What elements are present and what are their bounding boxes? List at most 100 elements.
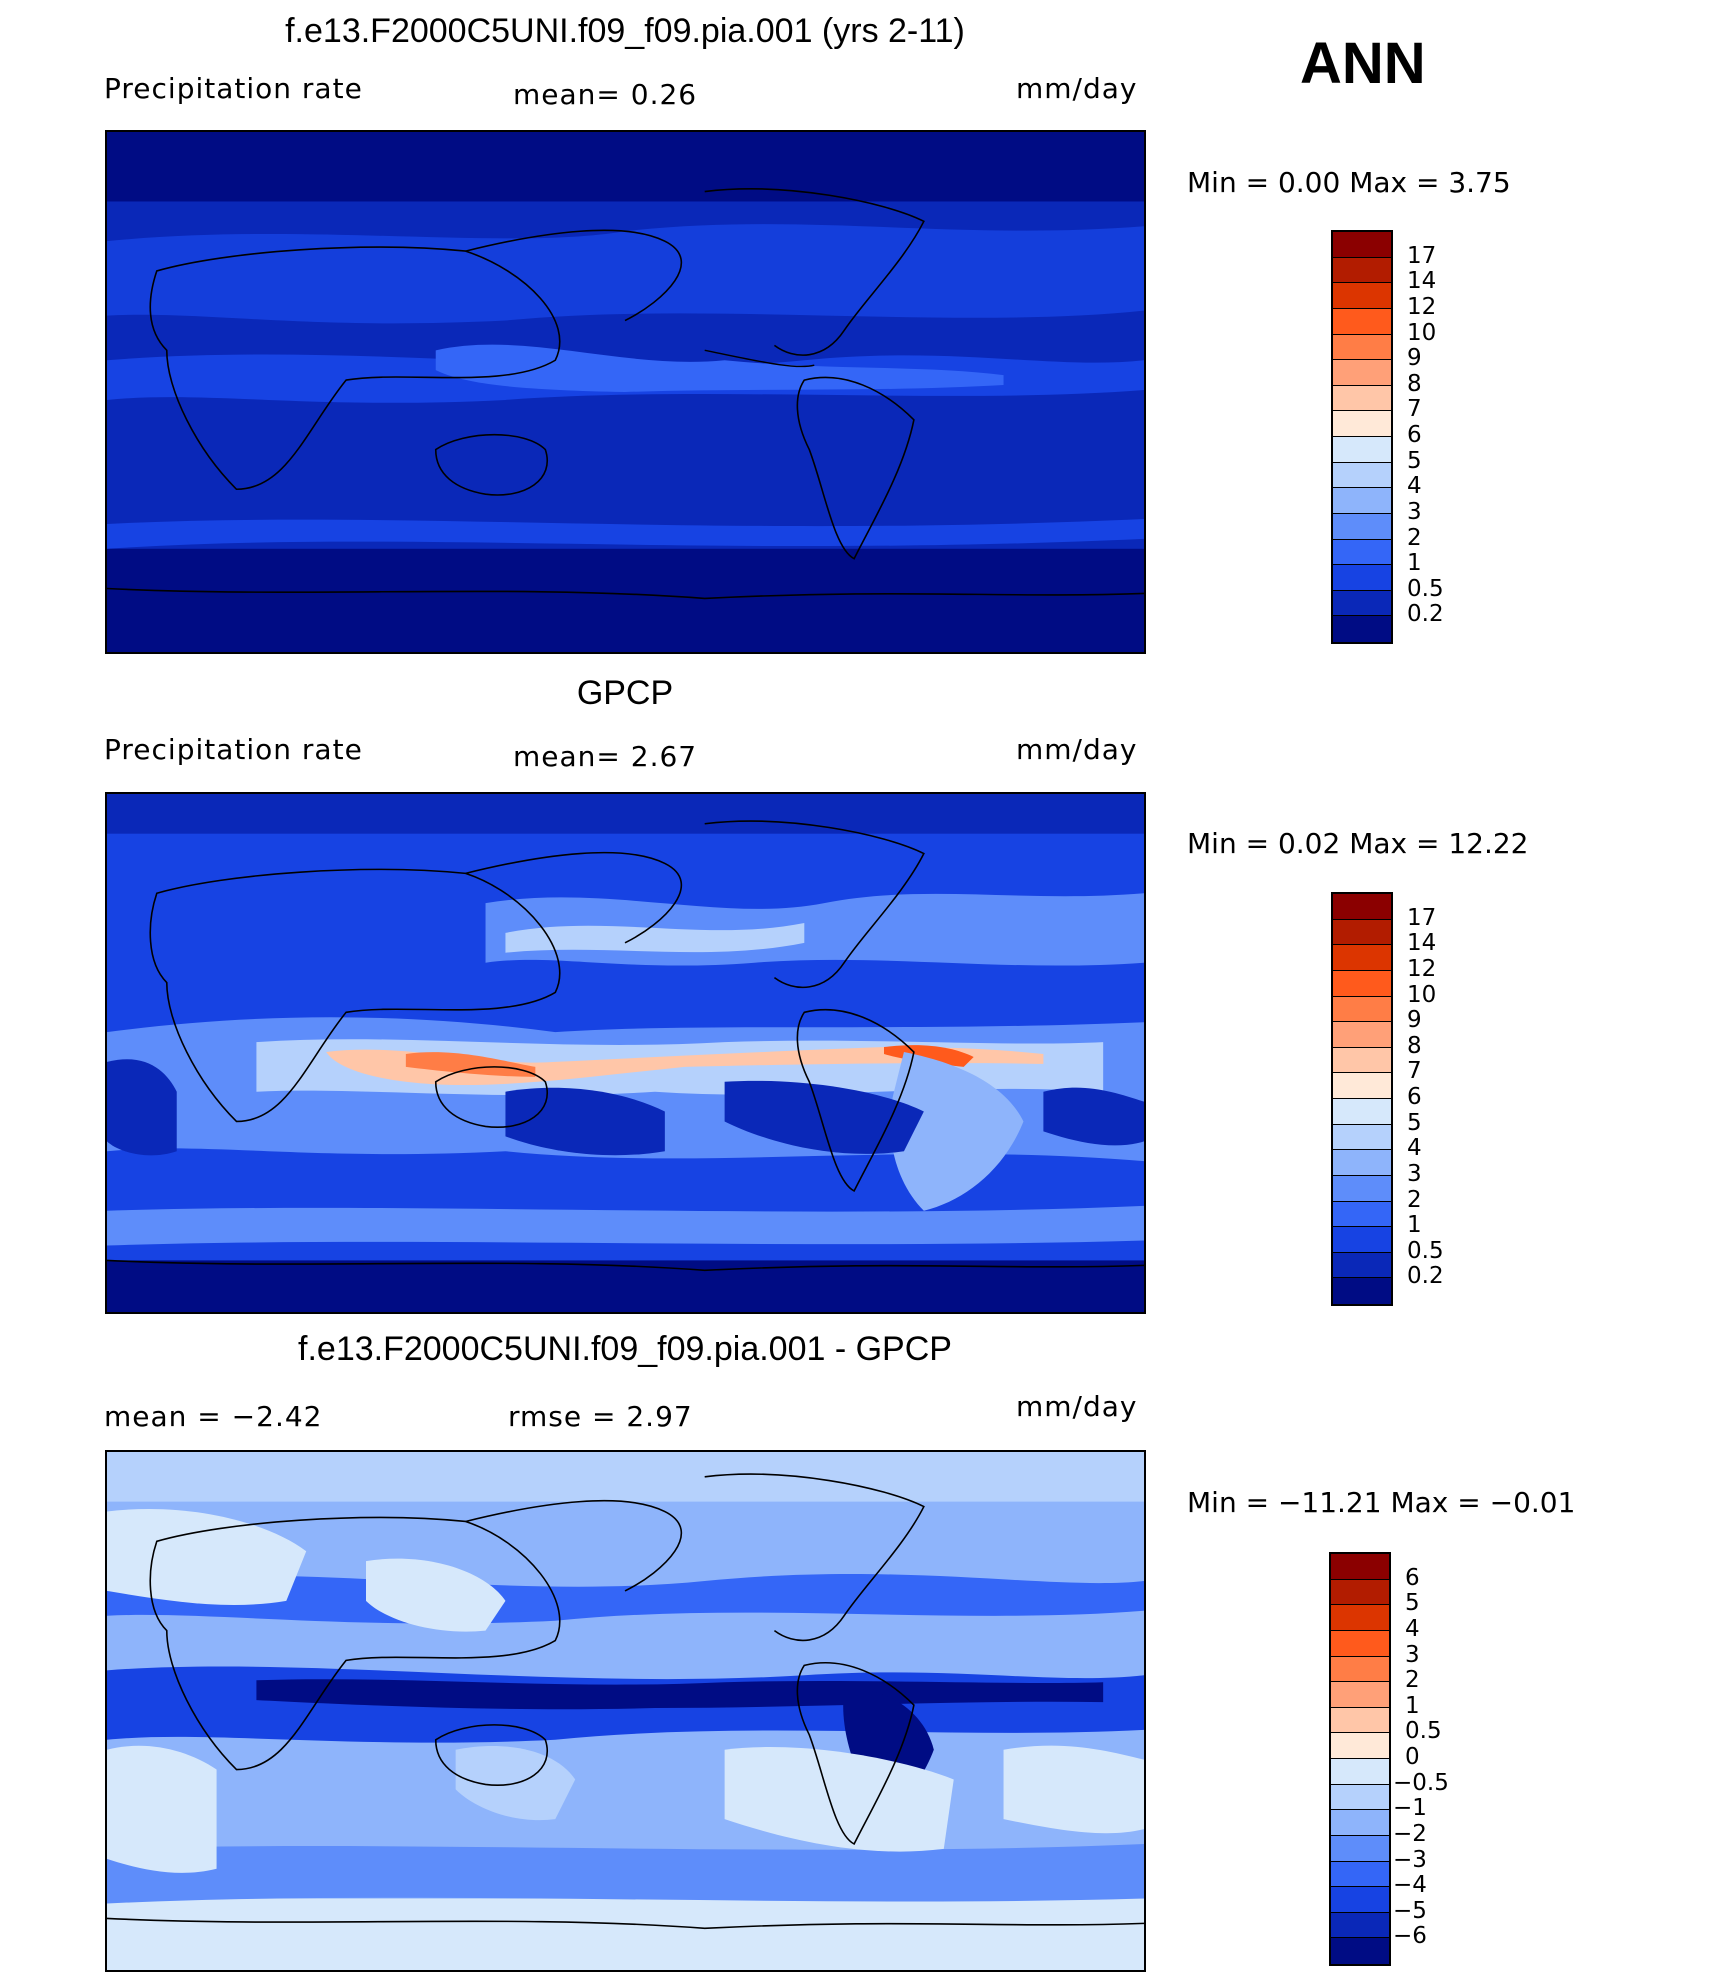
- colorbar-swatch: [1333, 590, 1391, 617]
- panel-3-colorbar: [1329, 1552, 1391, 1966]
- panel-3-minmax: Min = −11.21 Max = −0.01: [1187, 1486, 1576, 1519]
- colorbar-tick-label: 8: [1407, 1032, 1422, 1059]
- panel-1-mean-label: mean= 0.26: [513, 78, 698, 111]
- colorbar-tick-label: −1: [1393, 1795, 1427, 1822]
- colorbar-swatch: [1333, 513, 1391, 540]
- colorbar-swatch: [1331, 1835, 1389, 1862]
- colorbar-swatch: [1333, 1252, 1391, 1279]
- panel-2-mean-label: mean= 2.67: [513, 740, 698, 773]
- panel-2-map-canvas: [107, 794, 1144, 1312]
- colorbar-swatch: [1333, 257, 1391, 284]
- colorbar-tick-label: 3: [1407, 498, 1422, 525]
- colorbar-tick-label: 17: [1407, 904, 1437, 931]
- colorbar-swatch: [1331, 1630, 1389, 1657]
- panel-2-colorbar: [1331, 892, 1393, 1306]
- colorbar-swatch: [1333, 945, 1391, 971]
- colorbar-tick-label: 6: [1405, 1564, 1420, 1591]
- colorbar-tick-label: 5: [1407, 447, 1422, 474]
- colorbar-swatch: [1333, 996, 1391, 1023]
- colorbar-swatch: [1333, 1175, 1391, 1202]
- colorbar-tick-label: 0: [1405, 1744, 1420, 1770]
- colorbar-swatch: [1333, 539, 1391, 566]
- panel-3-rmse-label: rmse = 2.97: [508, 1400, 693, 1433]
- colorbar-tick-label: 10: [1407, 981, 1437, 1008]
- colorbar-tick-label: 10: [1407, 319, 1437, 346]
- panel-3-units-label: mm/day: [1016, 1390, 1138, 1423]
- panel-1-variable-label: Precipitation rate: [104, 72, 363, 105]
- colorbar-tick-label: 17: [1407, 242, 1437, 269]
- colorbar-swatch: [1331, 1912, 1389, 1939]
- colorbar-tick-label: 9: [1407, 345, 1422, 372]
- panel-2-minmax: Min = 0.02 Max = 12.22: [1187, 827, 1529, 860]
- colorbar-tick-label: 14: [1407, 930, 1437, 957]
- colorbar-tick-label: 7: [1407, 396, 1422, 423]
- colorbar-swatch: [1333, 894, 1391, 920]
- colorbar-swatch: [1333, 411, 1391, 437]
- colorbar-swatch: [1333, 1150, 1391, 1176]
- colorbar-swatch: [1333, 970, 1391, 997]
- colorbar-swatch: [1331, 1579, 1389, 1606]
- panel-1-title: f.e13.F2000C5UNI.f09_f09.pia.001 (yrs 2-…: [285, 12, 965, 50]
- colorbar-swatch: [1331, 1682, 1389, 1708]
- panel-2-map: [105, 792, 1146, 1314]
- panel-1-map-canvas: [107, 132, 1144, 652]
- colorbar-tick-label: −4: [1393, 1872, 1427, 1899]
- colorbar-swatch: [1331, 1733, 1389, 1759]
- colorbar-swatch: [1333, 308, 1391, 335]
- colorbar-tick-label: 5: [1405, 1590, 1420, 1617]
- colorbar-swatch: [1333, 283, 1391, 309]
- colorbar-tick-label: −5: [1393, 1897, 1427, 1924]
- colorbar-swatch: [1331, 1861, 1389, 1888]
- colorbar-tick-label: 3: [1407, 1160, 1422, 1187]
- season-label: ANN: [1300, 31, 1426, 96]
- colorbar-tick-label: −2: [1393, 1820, 1427, 1847]
- colorbar-tick-label: −0.5: [1393, 1769, 1449, 1796]
- colorbar-tick-label: 2: [1405, 1667, 1420, 1694]
- colorbar-swatch: [1331, 1887, 1389, 1913]
- colorbar-swatch: [1333, 334, 1391, 361]
- colorbar-swatch: [1333, 462, 1391, 489]
- colorbar-swatch: [1333, 1278, 1391, 1304]
- colorbar-tick-label: 14: [1407, 268, 1437, 295]
- panel-2-variable-label: Precipitation rate: [104, 733, 363, 766]
- colorbar-swatch: [1333, 616, 1391, 642]
- panel-1-minmax: Min = 0.00 Max = 3.75: [1187, 166, 1511, 199]
- colorbar-swatch: [1333, 488, 1391, 514]
- colorbar-tick-label: 12: [1407, 955, 1437, 982]
- colorbar-tick-label: 5: [1407, 1109, 1422, 1136]
- colorbar-tick-label: 1: [1407, 1212, 1422, 1239]
- colorbar-swatch: [1331, 1656, 1389, 1683]
- colorbar-tick-label: 0.5: [1407, 575, 1444, 602]
- colorbar-swatch: [1331, 1707, 1389, 1734]
- panel-3-map: [105, 1450, 1146, 1972]
- colorbar-swatch: [1333, 1227, 1391, 1253]
- colorbar-swatch: [1333, 360, 1391, 386]
- panel-3-map-canvas: [107, 1452, 1144, 1970]
- colorbar-tick-label: 1: [1407, 550, 1422, 577]
- colorbar-tick-label: 7: [1407, 1058, 1422, 1085]
- colorbar-swatch: [1331, 1938, 1389, 1964]
- colorbar-swatch: [1333, 1201, 1391, 1228]
- colorbar-tick-label: 4: [1407, 1135, 1422, 1162]
- panel-2-units-label: mm/day: [1016, 733, 1138, 766]
- colorbar-tick-label: 2: [1407, 1186, 1422, 1213]
- colorbar-tick-label: 6: [1407, 422, 1422, 448]
- colorbar-tick-label: 0.5: [1407, 1237, 1444, 1264]
- colorbar-tick-label: 2: [1407, 524, 1422, 551]
- colorbar-tick-label: 8: [1407, 370, 1422, 397]
- colorbar-tick-label: 4: [1407, 473, 1422, 500]
- colorbar-swatch: [1333, 232, 1391, 258]
- colorbar-swatch: [1333, 1099, 1391, 1125]
- colorbar-tick-label: 4: [1405, 1615, 1420, 1642]
- panel-3-mean-label: mean = −2.42: [104, 1400, 323, 1433]
- colorbar-tick-label: −3: [1393, 1846, 1427, 1873]
- colorbar-tick-label: 0.2: [1407, 1263, 1444, 1290]
- panel-1-map: [105, 130, 1146, 654]
- panel-1-colorbar: [1331, 230, 1393, 644]
- colorbar-swatch: [1331, 1554, 1389, 1580]
- colorbar-tick-label: 12: [1407, 293, 1437, 320]
- colorbar-swatch: [1333, 1022, 1391, 1048]
- colorbar-swatch: [1333, 565, 1391, 591]
- colorbar-tick-label: 0.5: [1405, 1718, 1442, 1745]
- colorbar-tick-label: 3: [1405, 1641, 1420, 1668]
